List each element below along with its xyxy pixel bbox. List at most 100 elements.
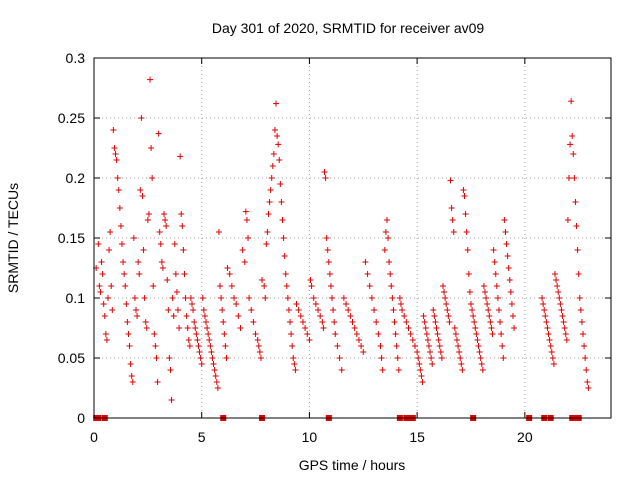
data-point [252,331,259,337]
x-tick-label: 5 [198,429,206,445]
data-point [182,295,189,301]
data-point [394,355,401,361]
data-point [100,301,107,307]
data-point [254,337,261,343]
data-point [283,283,290,289]
data-point [228,283,235,289]
data-point [327,283,334,289]
data-point [446,319,453,325]
data-point [262,295,269,301]
data-point [550,361,557,367]
data-point [481,289,488,295]
data-point [387,271,394,277]
data-point [551,271,558,277]
data-point [239,247,246,253]
data-point [214,385,221,391]
data-point [224,265,231,271]
data-point [269,163,276,169]
data-point [447,177,454,184]
data-point [148,145,155,151]
data-point [418,373,425,379]
data-point [576,295,583,301]
data-point [281,253,288,259]
data-point [501,217,508,223]
data-point [290,355,297,361]
data-point [366,283,373,289]
data-point [430,307,437,313]
data-point [113,157,120,163]
data-point [423,331,430,337]
data-point [425,343,432,349]
data-point [395,367,402,373]
data-point [399,307,406,313]
data-point [424,337,431,343]
data-point [391,319,398,325]
data-point [375,331,382,337]
data-point [419,379,426,385]
data-point [196,349,203,355]
data-point [134,313,141,319]
grid [94,58,611,418]
data-point [495,307,502,313]
data-point [278,199,285,205]
data-point [233,301,240,307]
data-point [483,295,490,301]
data-point [437,349,444,355]
data-point [548,349,555,355]
data-point [414,349,421,355]
data-point [377,343,384,349]
data-point [167,367,174,373]
data-point [455,343,462,349]
data-point [171,241,178,247]
data-point [266,199,273,205]
data-point [492,271,499,277]
data-point [462,211,469,217]
data-point [547,343,554,349]
data-point [106,247,113,253]
data-point [488,325,495,331]
data-point [204,325,211,331]
data-point [279,217,286,223]
data-point [295,307,302,313]
data-point [162,217,169,223]
data-point [158,259,165,265]
data-point [401,313,408,319]
data-point [201,313,208,319]
data-point [117,223,124,229]
data-point [177,153,184,160]
data-point [115,187,122,193]
data-point [504,253,511,259]
data-point [396,295,403,301]
data-point [554,283,561,289]
data-point [472,325,479,331]
data-point [156,229,163,235]
x-tick-label: 20 [517,429,533,445]
data-point [574,247,581,253]
data-point [259,277,266,283]
data-point [572,199,579,205]
data-point [164,277,171,283]
data-point [235,313,242,319]
axis-ticks: 0 0.05 0.1 0.15 0.2 0.25 0.3 0 5 10 15 20 [58,50,611,445]
data-point [161,211,168,217]
data-point [277,181,284,187]
data-point [306,337,313,343]
data-point [429,361,436,367]
data-point [422,325,429,331]
data-point [499,343,506,349]
data-point [555,289,562,295]
data-point [511,325,518,331]
data-point [212,373,219,379]
data-point [195,343,202,349]
data-point [312,301,319,307]
data-point [175,307,182,313]
data-point [127,361,134,367]
data-point [489,331,496,337]
data-point [133,307,140,313]
data-point [541,307,548,313]
data-point [553,277,560,283]
data-point [131,295,138,301]
data-point [486,313,493,319]
data-point [466,289,473,295]
data-point [502,229,509,235]
